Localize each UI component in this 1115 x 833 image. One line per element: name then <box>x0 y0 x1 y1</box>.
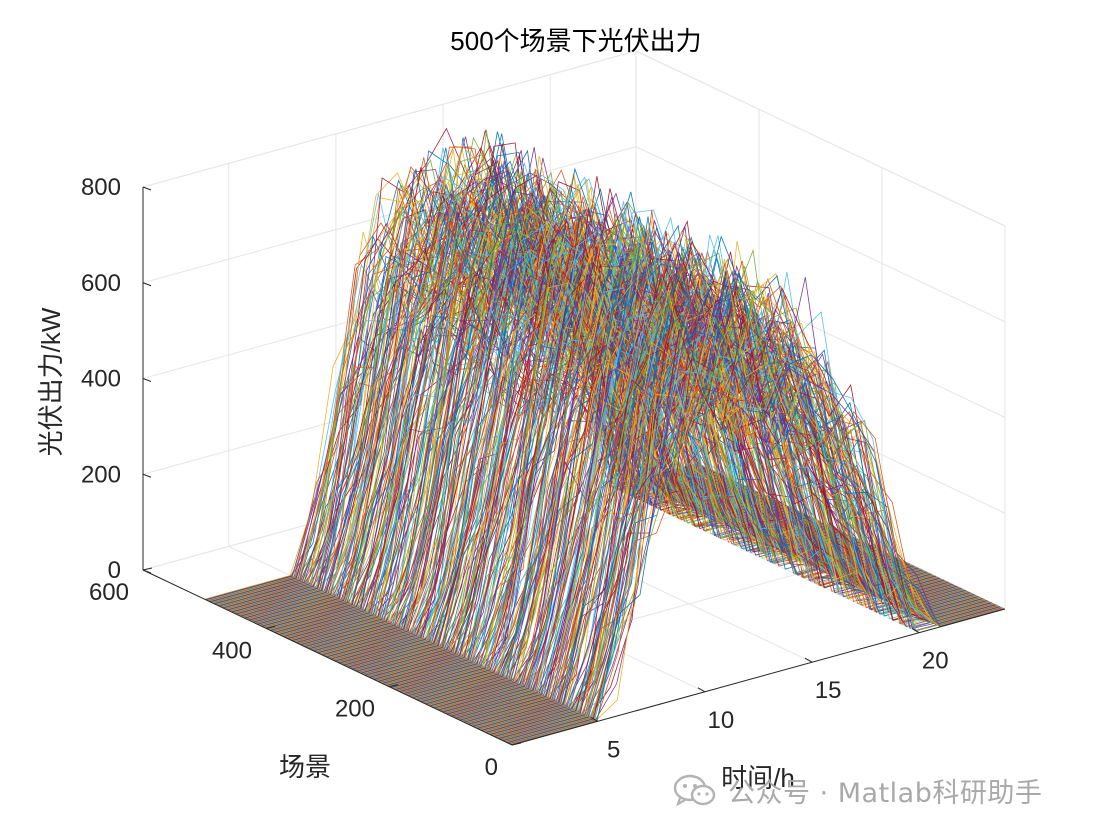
y-tick-label: 0 <box>485 754 498 781</box>
x-axis-ticks: 5 10 15 20 <box>590 628 949 763</box>
scenario-line <box>505 277 999 743</box>
x-tick-mark <box>590 716 598 722</box>
scenario-line <box>439 284 933 711</box>
y-tick-label: 400 <box>212 637 252 664</box>
scenario-line <box>391 255 885 689</box>
scenario-line <box>319 191 814 655</box>
scenario-line <box>475 289 969 729</box>
scenario-line <box>505 284 1000 743</box>
scenario-line <box>361 227 856 675</box>
watermark: 公众号 · Matlab科研助手 <box>672 772 1043 809</box>
scenario-line <box>251 170 745 622</box>
z-tick-mark <box>142 378 152 382</box>
z-tick-label: 600 <box>81 270 121 297</box>
z-tick-mark <box>142 473 152 478</box>
scenario-line <box>509 366 1003 745</box>
scenario-line <box>324 230 818 657</box>
scenario-line <box>383 229 877 685</box>
chart-title: 500个场景下光伏出力 <box>450 26 701 56</box>
y-axis-line <box>142 569 513 746</box>
scenario-line <box>417 257 911 701</box>
scenario-line <box>279 179 773 636</box>
z-tick-label: 800 <box>81 174 121 201</box>
scenario-line <box>510 258 1004 745</box>
scenario-line <box>380 236 875 684</box>
scenario-line <box>270 184 765 632</box>
scenario-line <box>485 352 979 733</box>
scenario-line <box>345 251 840 667</box>
z-tick-mark <box>142 569 152 574</box>
x-tick-mark <box>804 657 813 663</box>
z-tick-label: 200 <box>81 461 121 488</box>
x-tick-label: 5 <box>607 736 620 763</box>
y-tick-mark <box>142 567 153 571</box>
scenario-line <box>453 286 947 718</box>
scenario-line <box>327 176 821 658</box>
scenario-line <box>343 242 838 666</box>
scenario-line <box>499 311 993 740</box>
y-axis-label: 场景 <box>279 752 331 782</box>
scenario-line <box>486 297 980 734</box>
scenario-line <box>333 197 827 661</box>
wechat-icon <box>673 774 716 807</box>
scenario-line <box>320 214 814 655</box>
y-tick-label: 200 <box>335 696 375 723</box>
scenario-line <box>450 325 945 717</box>
x-axis-label: 时间/h <box>721 763 795 793</box>
scenario-line <box>396 252 891 691</box>
scenario-line <box>510 297 1004 745</box>
x-tick-mark <box>912 628 920 634</box>
grid-line <box>635 146 1006 323</box>
y-axis-ticks: 0 200 400 600 <box>89 567 522 781</box>
scenario-line <box>435 283 929 710</box>
scenario-line <box>317 167 811 654</box>
y-tick-mark <box>388 684 399 688</box>
scenario-line <box>508 266 1003 744</box>
x-tick-label: 10 <box>708 707 735 734</box>
scenario-line <box>332 234 827 661</box>
scenario-line <box>449 289 943 716</box>
scenario-line <box>270 149 764 631</box>
scenario-line <box>242 150 736 618</box>
y-tick-mark <box>265 625 276 629</box>
x-tick-label: 15 <box>815 677 842 704</box>
z-axis-label: 光伏出力/kW <box>36 307 66 456</box>
z-tick-label: 0 <box>108 557 121 584</box>
scenario-line <box>503 287 997 742</box>
scenario-line <box>345 222 839 667</box>
watermark-text: 公众号 · Matlab科研助手 <box>728 777 1043 809</box>
scenario-line <box>410 233 904 698</box>
z-axis-ticks: 0 200 400 600 800 <box>81 174 152 584</box>
scenario-line <box>495 295 990 738</box>
scenario-line <box>403 255 897 695</box>
z-tick-label: 400 <box>81 366 121 393</box>
scenario-line <box>332 278 826 661</box>
scenario-line <box>465 287 960 724</box>
box-edge <box>635 50 1006 227</box>
x-tick-mark <box>697 687 706 693</box>
scenario-line <box>337 192 831 663</box>
z-tick-mark <box>142 282 152 287</box>
x-axis-line <box>511 608 1006 746</box>
box-edge <box>142 50 637 188</box>
scenario-line <box>504 328 998 742</box>
z-tick-mark <box>142 186 152 191</box>
scenario-line <box>500 279 994 740</box>
scenario-line <box>274 224 768 633</box>
x-tick-label: 20 <box>922 648 949 675</box>
scenario-series <box>204 127 1005 746</box>
y-tick-label: 600 <box>89 579 129 606</box>
y-tick-mark <box>511 742 522 746</box>
scenario-line <box>481 286 975 731</box>
scenario-line <box>506 304 1000 743</box>
scenario-line <box>502 352 996 741</box>
